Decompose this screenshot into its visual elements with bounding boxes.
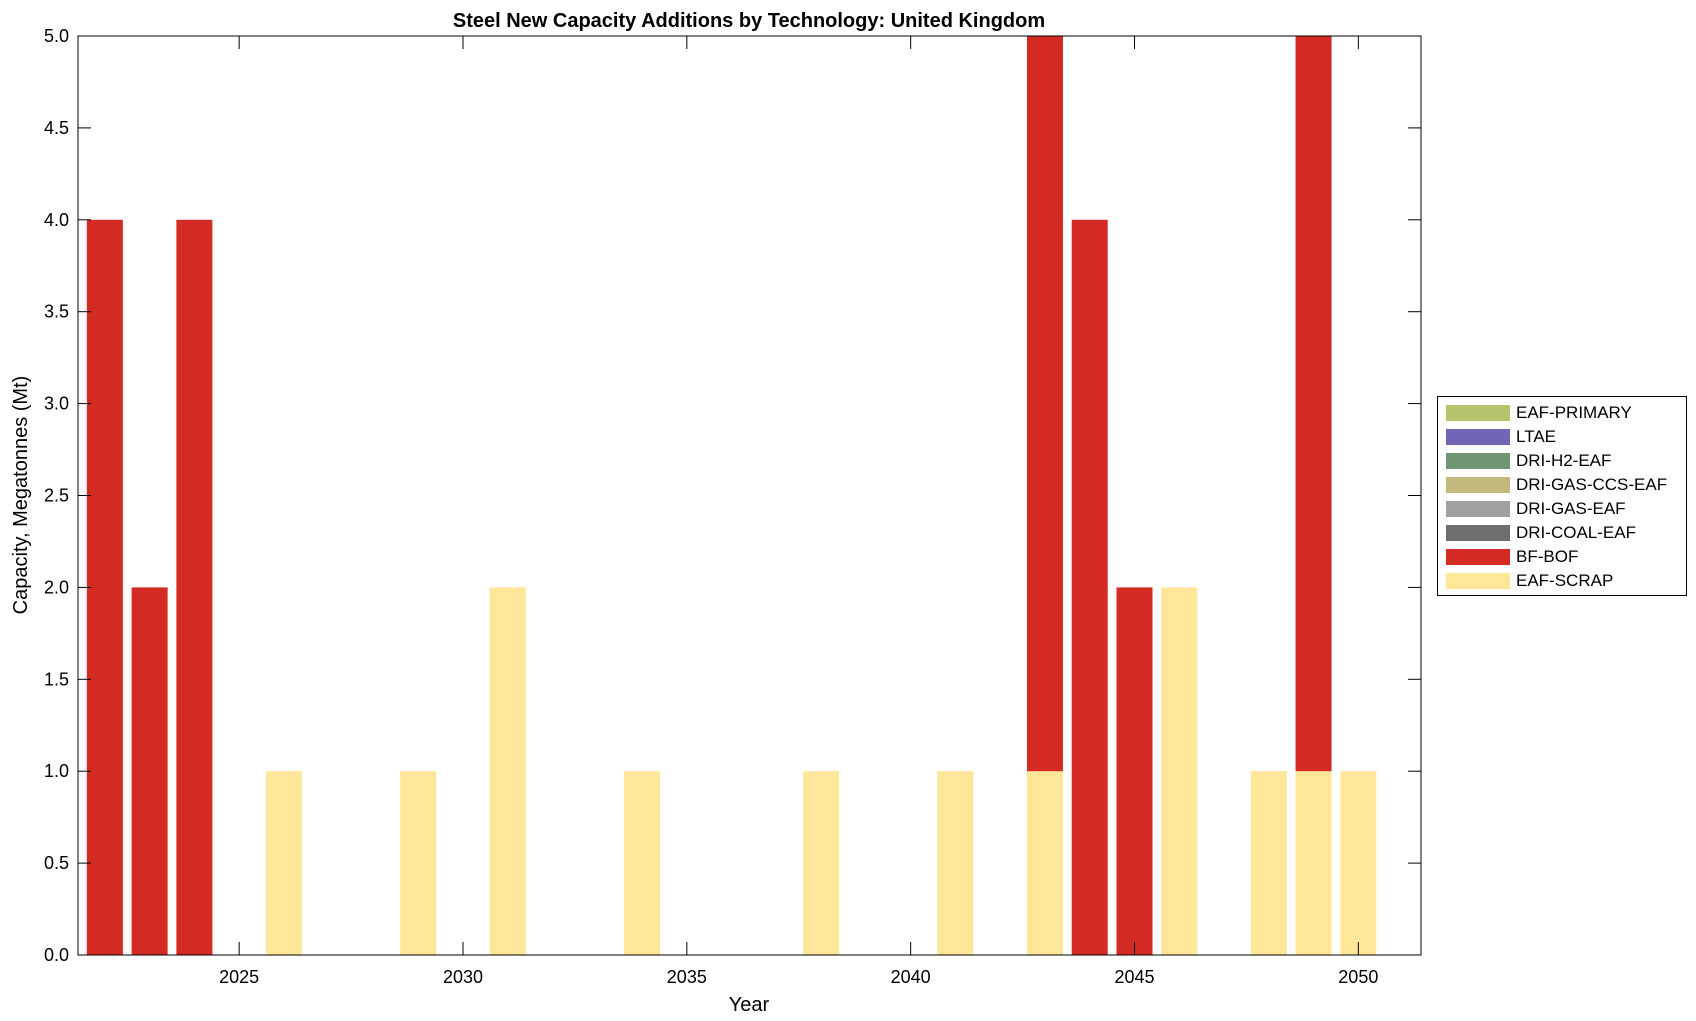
legend-swatch bbox=[1446, 525, 1510, 541]
bar-eaf-scrap-2049 bbox=[1295, 771, 1332, 955]
legend-swatch bbox=[1446, 405, 1510, 421]
bar-eaf-scrap-2026 bbox=[265, 771, 302, 955]
legend-label: DRI-H2-EAF bbox=[1516, 451, 1612, 470]
legend-item-dri-gas-eaf: DRI-GAS-EAF bbox=[1446, 499, 1626, 519]
y-axis: 0.0 0.5 1.0 1.5 2.0 2.5 3.0 3.5 4.0 4.5 5.0 bbox=[44, 26, 1421, 965]
legend-swatch bbox=[1446, 573, 1510, 589]
legend: EAF-PRIMARY LTAE DRI-H2-EAF DRI-GAS-CCS-EAF… bbox=[1437, 396, 1687, 596]
legend-item-dri-gas-ccs-eaf: DRI-GAS-CCS-EAF bbox=[1446, 475, 1667, 495]
legend-item-dri-coal-eaf: DRI-COAL-EAF bbox=[1446, 523, 1636, 543]
bar-eaf-scrap-2038 bbox=[803, 771, 840, 955]
legend-swatch bbox=[1446, 501, 1510, 517]
legend-item-ltae: LTAE bbox=[1446, 427, 1556, 447]
legend-swatch bbox=[1446, 549, 1510, 565]
y-tick-label: 4.0 bbox=[44, 210, 69, 230]
bar-eaf-scrap-2029 bbox=[400, 771, 437, 955]
bar-bf-bof-2049 bbox=[1295, 36, 1332, 772]
bar-eaf-scrap-2034 bbox=[624, 771, 661, 955]
y-tick-label: 4.5 bbox=[44, 118, 69, 138]
bar-eaf-scrap-2050 bbox=[1340, 771, 1377, 955]
y-tick-label: 2.5 bbox=[44, 486, 69, 506]
chart-title: Steel New Capacity Additions by Technolo… bbox=[453, 10, 1045, 32]
legend-label: EAF-SCRAP bbox=[1516, 571, 1614, 590]
legend-swatch bbox=[1446, 453, 1510, 469]
bar-bf-bof-2043 bbox=[1026, 36, 1063, 772]
y-tick-label: 3.0 bbox=[44, 394, 69, 414]
bar-bf-bof-2024 bbox=[176, 219, 213, 956]
x-tick-label: 2050 bbox=[1338, 967, 1378, 987]
x-tick-label: 2025 bbox=[219, 967, 259, 987]
x-axis: 2025 2030 2035 2040 2045 2050 bbox=[219, 36, 1378, 987]
legend-label: DRI-COAL-EAF bbox=[1516, 523, 1636, 542]
bar-eaf-scrap-2048 bbox=[1250, 771, 1287, 955]
y-tick-label: 3.5 bbox=[44, 302, 69, 322]
legend-label: LTAE bbox=[1516, 427, 1556, 446]
bars-layer bbox=[86, 36, 1377, 956]
legend-label: EAF-PRIMARY bbox=[1516, 403, 1632, 422]
legend-label: DRI-GAS-CCS-EAF bbox=[1516, 475, 1668, 494]
y-tick-label: 2.0 bbox=[44, 577, 69, 597]
x-tick-label: 2045 bbox=[1114, 967, 1154, 987]
bar-eaf-scrap-2046 bbox=[1161, 587, 1198, 955]
legend-item-bf-bof: BF-BOF bbox=[1446, 547, 1578, 567]
x-tick-label: 2040 bbox=[891, 967, 931, 987]
legend-item-eaf-primary: EAF-PRIMARY bbox=[1446, 403, 1632, 423]
y-tick-label: 0.5 bbox=[44, 853, 69, 873]
bar-bf-bof-2045 bbox=[1116, 587, 1153, 955]
legend-item-eaf-scrap: EAF-SCRAP bbox=[1446, 571, 1613, 591]
x-tick-label: 2030 bbox=[443, 967, 483, 987]
bar-eaf-scrap-2041 bbox=[937, 771, 974, 955]
y-tick-label: 5.0 bbox=[44, 26, 69, 46]
legend-swatch bbox=[1446, 429, 1510, 445]
x-tick-label: 2035 bbox=[667, 967, 707, 987]
bar-bf-bof-2044 bbox=[1071, 219, 1108, 956]
legend-label: DRI-GAS-EAF bbox=[1516, 499, 1626, 518]
bar-eaf-scrap-2031 bbox=[489, 587, 526, 955]
legend-swatch bbox=[1446, 477, 1510, 493]
bar-bf-bof-2022 bbox=[86, 219, 123, 956]
y-axis-label: Capacity, Megatonnes (Mt) bbox=[10, 376, 32, 615]
legend-label: BF-BOF bbox=[1516, 547, 1579, 566]
bar-bf-bof-2023 bbox=[131, 587, 168, 955]
x-axis-label: Year bbox=[729, 994, 770, 1016]
bar-eaf-scrap-2043 bbox=[1026, 771, 1063, 955]
legend-item-dri-h2-eaf: DRI-H2-EAF bbox=[1446, 451, 1611, 471]
y-tick-label: 0.0 bbox=[44, 945, 69, 965]
y-tick-label: 1.0 bbox=[44, 761, 69, 781]
y-tick-label: 1.5 bbox=[44, 669, 69, 689]
